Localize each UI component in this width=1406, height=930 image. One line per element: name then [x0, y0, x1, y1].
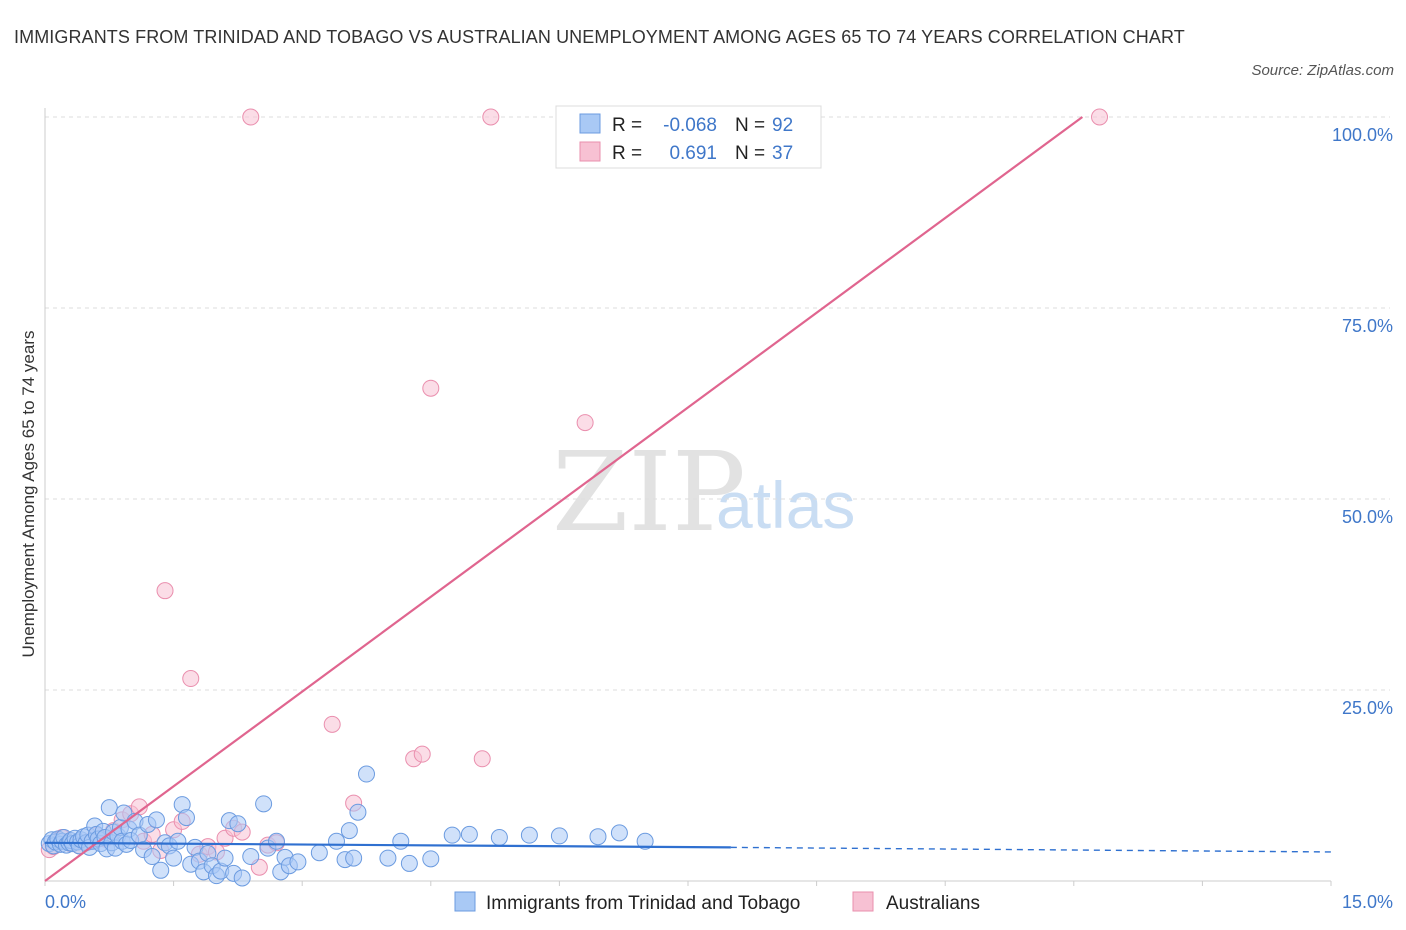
- data-point: [165, 849, 183, 867]
- australians-trend-line: [44, 116, 1084, 882]
- data-point: [233, 869, 251, 887]
- y-tick-label-100: 100.0%: [1332, 125, 1393, 145]
- data-point: [216, 849, 234, 867]
- y-tick-labels: 25.0% 50.0% 75.0% 100.0%: [1332, 125, 1393, 718]
- legend-swatch-pink: [579, 141, 601, 162]
- legend-n-value-pink: 37: [772, 143, 793, 164]
- series-legend: Immigrants from Trinidad and Tobago Aust…: [454, 891, 980, 914]
- trinidad-trend-extension: [730, 846, 1332, 853]
- x-ticks: [44, 881, 1332, 886]
- data-point: [340, 822, 358, 840]
- data-point: [323, 715, 341, 733]
- data-point: [520, 826, 538, 844]
- series-legend-swatch-pink: [852, 891, 874, 912]
- y-tick-label-25: 25.0%: [1342, 698, 1393, 718]
- series-legend-swatch-blue: [454, 891, 476, 912]
- chart-title: IMMIGRANTS FROM TRINIDAD AND TOBAGO VS A…: [14, 27, 1185, 47]
- data-point: [589, 828, 607, 846]
- data-point: [358, 765, 375, 783]
- legend-swatch-blue: [579, 113, 601, 134]
- data-point: [460, 825, 478, 843]
- x-tick-label-max: 15.0%: [1342, 892, 1393, 912]
- data-point: [143, 848, 161, 866]
- data-point: [349, 803, 367, 821]
- watermark-zip: ZIP: [552, 428, 746, 556]
- data-point: [182, 670, 200, 688]
- data-point: [413, 745, 431, 763]
- data-point: [289, 853, 307, 871]
- y-tick-label-75: 75.0%: [1342, 316, 1393, 336]
- data-point: [100, 799, 118, 817]
- data-point: [242, 848, 260, 866]
- y-tick-label-50: 50.0%: [1342, 507, 1393, 527]
- data-point: [267, 832, 285, 850]
- data-point: [610, 824, 628, 842]
- x-tick-label-min: 0.0%: [45, 892, 86, 912]
- data-point: [576, 414, 594, 432]
- legend-r-label-pink: R =: [612, 143, 642, 164]
- data-point: [400, 854, 418, 872]
- data-point: [169, 832, 187, 850]
- y-axis-label: Unemployment Among Ages 65 to 74 years: [19, 331, 38, 658]
- series-legend-label-blue: Immigrants from Trinidad and Tobago: [486, 893, 800, 914]
- data-point: [443, 826, 461, 844]
- correlation-legend: R = -0.068 N = 92 R = 0.691 N = 37: [555, 105, 822, 169]
- data-point: [345, 849, 363, 867]
- source-label: Source: ZipAtlas.com: [1251, 62, 1394, 79]
- series-legend-label-pink: Australians: [886, 893, 980, 914]
- legend-r-label-blue: R =: [612, 115, 642, 136]
- legend-n-label-pink: N =: [735, 143, 765, 164]
- legend-n-value-blue: 92: [772, 115, 793, 136]
- data-point: [636, 832, 654, 850]
- legend-n-label-blue: N =: [735, 115, 765, 136]
- data-point: [490, 828, 508, 846]
- data-point: [255, 795, 273, 813]
- data-point: [242, 108, 260, 126]
- data-point: [327, 832, 345, 850]
- data-point: [1091, 108, 1109, 126]
- data-point: [550, 827, 568, 845]
- grid: [45, 116, 1390, 691]
- trinidad-points: [40, 765, 654, 887]
- data-point: [422, 379, 440, 397]
- watermark-atlas: atlas: [716, 468, 855, 542]
- data-point: [422, 850, 440, 868]
- data-point: [473, 750, 491, 768]
- data-point: [147, 811, 165, 829]
- legend-r-value-pink: 0.691: [669, 143, 717, 164]
- data-point: [152, 861, 170, 879]
- trend-lines: [44, 116, 1332, 882]
- data-point: [392, 832, 410, 850]
- data-point: [482, 108, 500, 126]
- data-point: [310, 844, 328, 862]
- legend-r-value-blue: -0.068: [663, 115, 717, 136]
- trinidad-trend-line: [44, 841, 731, 849]
- data-point: [379, 849, 397, 867]
- data-point: [177, 809, 195, 827]
- data-point: [156, 582, 174, 600]
- data-point: [229, 815, 247, 833]
